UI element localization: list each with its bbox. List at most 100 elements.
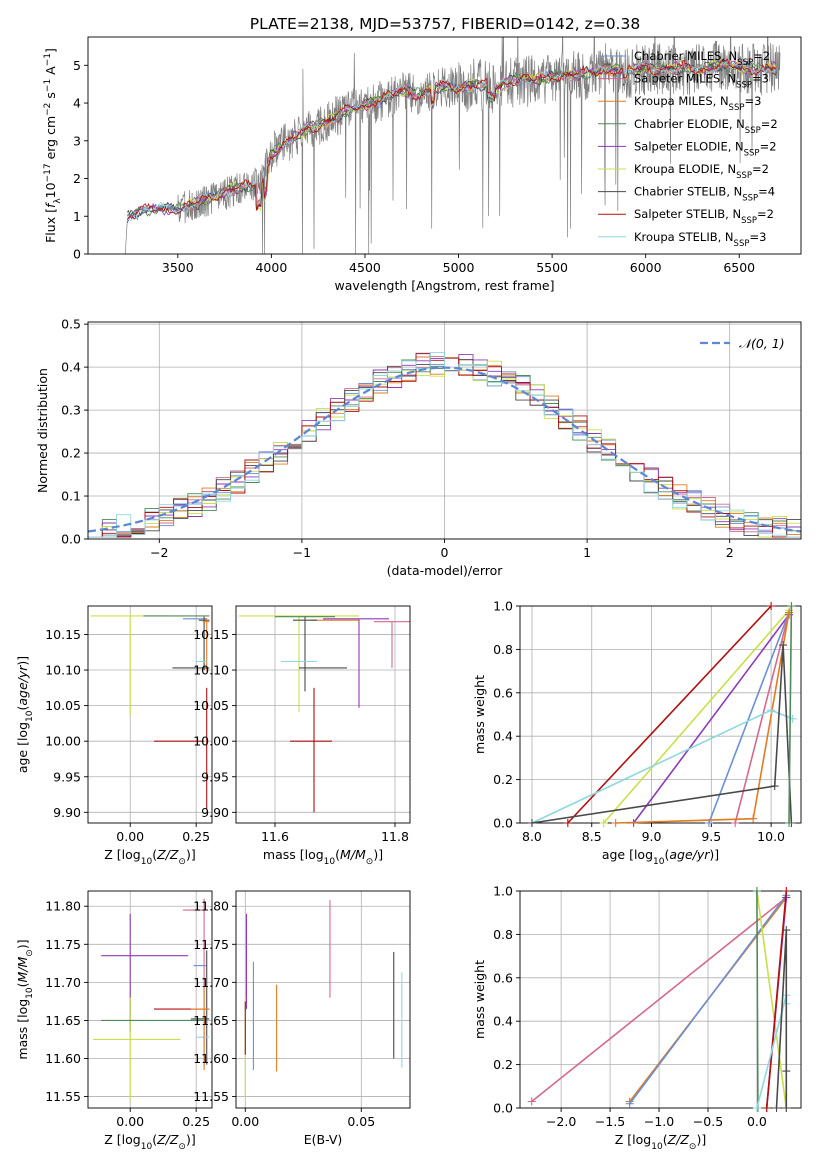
weight-marker [762,1104,771,1112]
weight-marker [772,1104,781,1112]
y-tick-label: 10.05 [45,698,81,713]
label-part: )] [373,847,383,862]
y-tick-label: 2 [73,171,81,186]
x-tick-label: −2.0 [546,1114,576,1129]
label-part: 10 [141,1142,153,1152]
label-part: )] [709,847,719,862]
weight-marker [563,819,572,827]
label-part: f [43,202,58,208]
label-part: age/yr [669,847,710,862]
weight-marker [752,1104,761,1112]
weight-marker [779,641,788,650]
x-tick-label: 11.8 [381,829,409,844]
y-tick-label: 0.8 [493,642,513,657]
legend-entry: Salpeter ELODIE, NSSP=2 [634,139,777,158]
label-part: age [log [602,847,653,862]
x-tick-label: 0.05 [347,1114,375,1129]
spectrum-y-label: Flux [fλ10−17 erg cm−2 s−1 A−1] [43,48,63,243]
x-tick-label: 4500 [349,260,381,275]
legend-suffix: =4 [758,185,775,199]
x-tick-label: 8.0 [522,829,542,844]
axes-frame-age-vs-mass [235,605,411,824]
x-tick-label: 1 [583,545,591,560]
legend-suffix: =3 [744,94,761,108]
residuals-y-label: Normed distribution [35,368,50,493]
weight-marker [752,887,761,895]
y-tick-label: 9.95 [53,769,81,784]
x-tick-label: 0.25 [182,1114,210,1129]
label-part: −1 [43,53,53,66]
label-part: Z [log [104,1132,140,1147]
label-part: Z/Z [156,847,179,862]
label-part: ⊙ [25,949,35,957]
y-tick-label: 0.0 [493,816,513,831]
x-tick-label: −2 [150,545,168,560]
mass-vs-Z-x-label: Z [log10(Z/Z⊙)] [104,1132,195,1152]
label-part: ⊙ [366,857,374,867]
weight-marker [770,782,779,791]
plot-area-age-vs-Z [90,615,210,809]
legend-entry: Kroupa STELIB, NSSP=3 [634,230,766,249]
y-tick-label: 0 [73,247,81,262]
y-tick-label: 11.75 [45,937,81,952]
legend-suffix: =2 [753,49,770,63]
x-tick-label: −1 [293,545,311,560]
label-part: mass weight [472,960,487,1039]
x-tick-label: 0.00 [116,829,144,844]
label-part: λ [53,198,63,204]
y-tick-label: 10.05 [193,698,229,713]
axes-frame-mass-weight-vs-age [519,605,802,824]
label-part: 10 [25,710,35,722]
legend-entry: Chabrier STELIB, NSSP=4 [634,185,775,204]
label-part: −2 [43,103,53,116]
y-tick-label: 4 [73,96,81,111]
x-tick-label: 2 [726,545,734,560]
label-part: age/yr [15,665,30,706]
weight-line-0 [708,612,790,824]
axes-mass-vs-Z [88,891,212,1108]
label-part: age [log [15,722,30,773]
x-tick-label: 6500 [723,260,755,275]
weight-line-3 [788,605,793,824]
y-tick-label: 11.55 [45,1089,81,1104]
legend-suffix: =2 [760,139,777,153]
x-tick-label: 0.25 [182,829,210,844]
weight-line-0 [629,894,787,1105]
legend-sub: SSP [745,126,761,136]
x-tick-label: 8.5 [582,829,602,844]
label-part: erg cm [43,116,58,164]
y-tick-label: 1.0 [493,884,513,899]
legend-sub: SSP [737,58,753,68]
label-part: Flux [ [43,208,58,243]
label-part: 10 [141,857,153,867]
legend-sub: SSP [736,171,752,181]
label-part: Z [log [104,847,140,862]
legend-sub: SSP [729,103,745,113]
label-part: )] [15,939,30,949]
label-part: ( [663,1132,668,1147]
x-tick-label: 10.0 [757,829,785,844]
x-tick-label: 3500 [162,260,194,275]
mass-y-label: mass [log10(M/M⊙)] [15,939,35,1059]
weight-line-5 [603,609,790,824]
weight-line-1 [531,896,787,1103]
label-part: s [43,92,58,103]
age-vs-Z-x-label: Z [log10(Z/Z⊙)] [104,847,195,867]
legend-suffix: =3 [749,230,766,244]
weight-marker [731,819,740,827]
legend-label: Chabrier MILES, N [634,49,737,63]
y-tick-label: 9.95 [201,769,229,784]
y-tick-label: 0.8 [493,927,513,942]
label-part: 10 [25,987,35,999]
label-part: 10 [651,1142,663,1152]
y-tick-label: 10.15 [193,627,229,642]
x-tick-label: 0 [441,545,449,560]
y-tick-label: 3 [73,133,81,148]
plot-area-residuals [88,351,801,538]
y-tick-label: 11.60 [45,1051,81,1066]
label-part: −1 [43,79,53,92]
y-tick-label: 1.0 [493,599,513,614]
weight-marker [599,819,608,827]
